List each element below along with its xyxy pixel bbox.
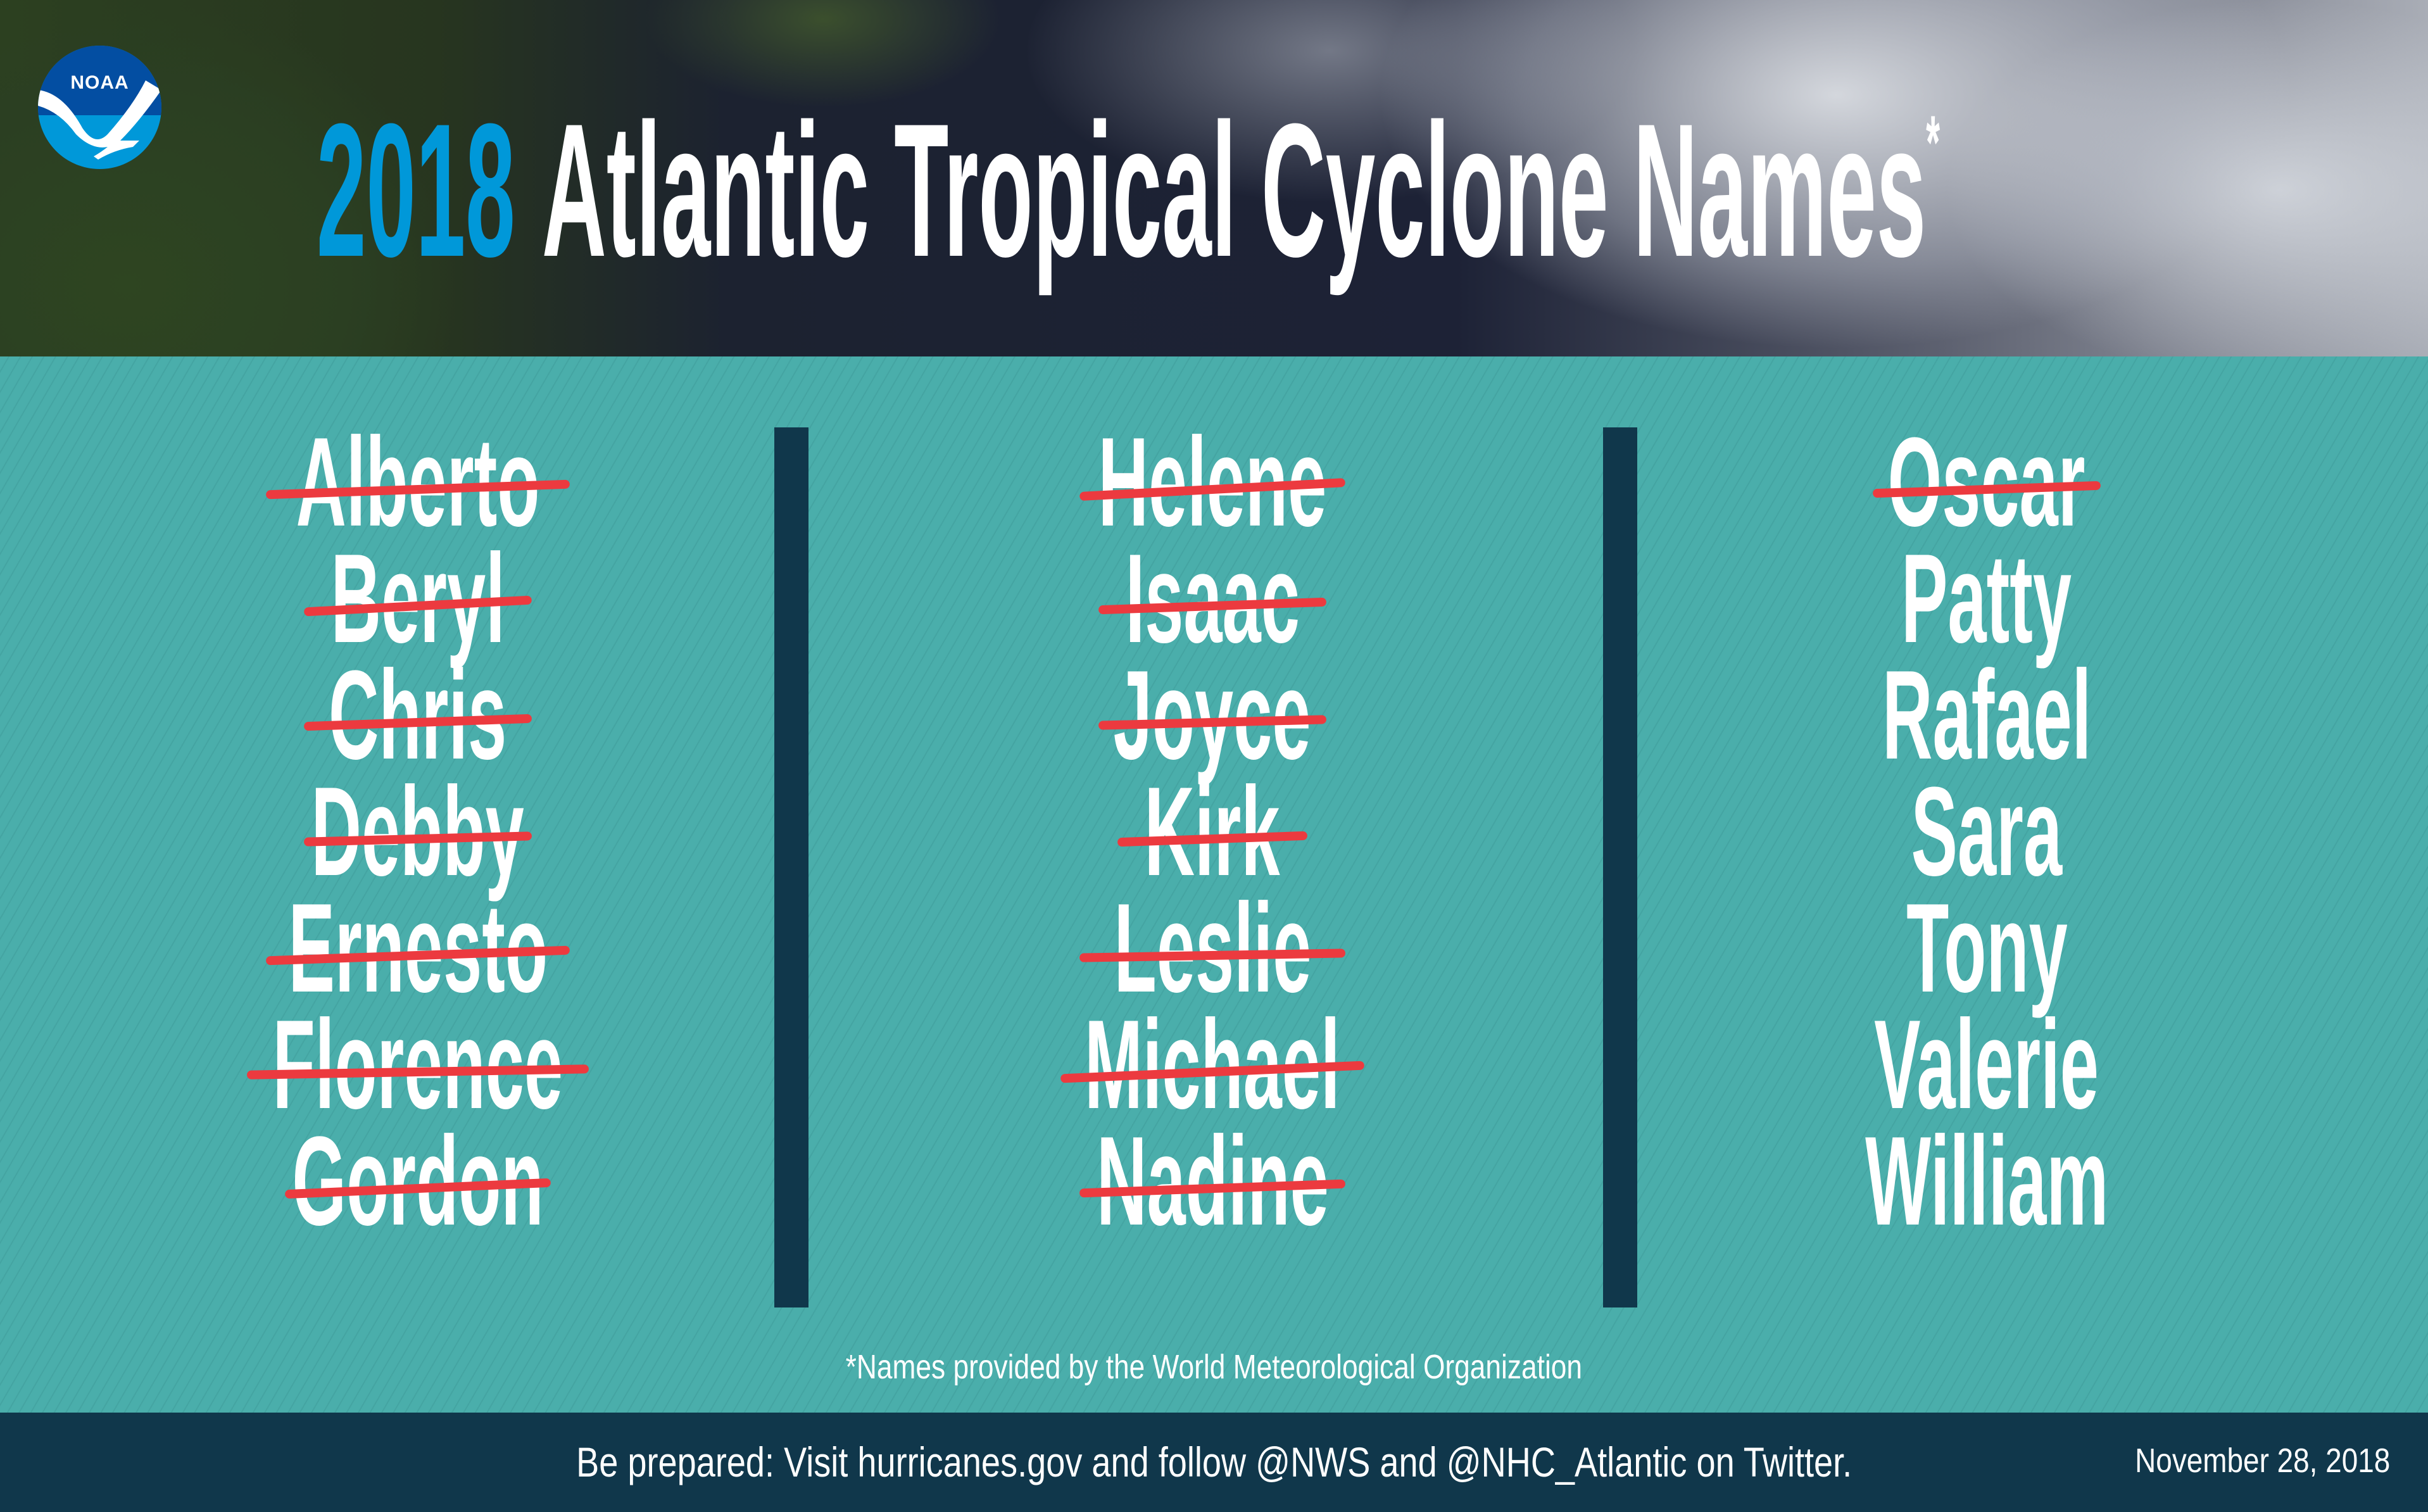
storm-name-text: Chris <box>329 645 507 786</box>
storm-name-text: Joyce <box>1114 645 1311 786</box>
satellite-header: NOAA 2018 Atlantic Tropical Cyclone Names… <box>0 0 2428 356</box>
storm-name: Alberto <box>133 419 703 546</box>
footer-date: November 28, 2018 <box>2134 1442 2390 1480</box>
column-divider <box>1603 427 1637 1307</box>
names-column-1: Alberto Beryl Chris Debby Ernesto Florence Gor… <box>133 419 703 1245</box>
storm-name: Helene <box>928 419 1497 546</box>
page-title: 2018 Atlantic Tropical Cyclone Names* <box>317 95 1940 285</box>
storm-name: Sara <box>1702 761 2272 902</box>
title-year: 2018 <box>317 84 515 296</box>
column-divider <box>774 427 808 1307</box>
storm-name-text: Tony <box>1906 878 2068 1019</box>
storm-name: Kirk <box>928 761 1497 902</box>
storm-name: Nadine <box>928 1118 1497 1245</box>
storm-name: Debby <box>133 761 703 902</box>
footnote: *Names provided by the World Meteorologi… <box>845 1348 1583 1386</box>
storm-name: Ernesto <box>133 885 703 1012</box>
storm-name-text: Debby <box>311 761 525 902</box>
footer-message: Be prepared: Visit hurricanes.gov and fo… <box>576 1439 1852 1485</box>
storm-name-text: Leslie <box>1114 878 1311 1019</box>
footer-bar: Be prepared: Visit hurricanes.gov and fo… <box>0 1413 2428 1512</box>
storm-name-text: Patty <box>1901 528 2072 669</box>
names-column-2: Helene Isaac Joyce Kirk Leslie Michael Nadine <box>928 419 1497 1245</box>
storm-name: Tony <box>1702 878 2272 1019</box>
storm-name-text: William <box>1865 1111 2109 1252</box>
storm-name: Valerie <box>1702 994 2272 1135</box>
storm-name: Patty <box>1702 528 2272 669</box>
storm-name-text: Valerie <box>1874 994 2099 1135</box>
storm-name: Chris <box>133 645 703 786</box>
storm-name-text: Isaac <box>1125 528 1300 669</box>
storm-name: Oscar <box>1702 419 2272 546</box>
storm-name: Florence <box>133 994 703 1135</box>
storm-name: Joyce <box>928 645 1497 786</box>
storm-name: William <box>1702 1111 2272 1252</box>
storm-name-text: Florence <box>272 994 563 1135</box>
storm-name: Leslie <box>928 878 1497 1019</box>
storm-name-text: Kirk <box>1145 761 1280 902</box>
names-column-3: Oscar Patty Rafael Sara Tony Valerie William <box>1702 419 2272 1252</box>
title-asterisk: * <box>1926 100 1941 185</box>
title-text: Atlantic Tropical Cyclone Names <box>541 84 1927 296</box>
noaa-logo: NOAA <box>38 46 161 169</box>
names-panel <box>0 356 2428 1413</box>
storm-name-text: Sara <box>1911 761 2063 902</box>
storm-name: Rafael <box>1702 645 2272 786</box>
storm-name: Isaac <box>928 528 1497 669</box>
storm-name: Michael <box>928 1002 1497 1128</box>
storm-name: Beryl <box>133 536 703 662</box>
storm-name-text: Rafael <box>1882 645 2092 786</box>
storm-name: Gordon <box>133 1118 703 1245</box>
